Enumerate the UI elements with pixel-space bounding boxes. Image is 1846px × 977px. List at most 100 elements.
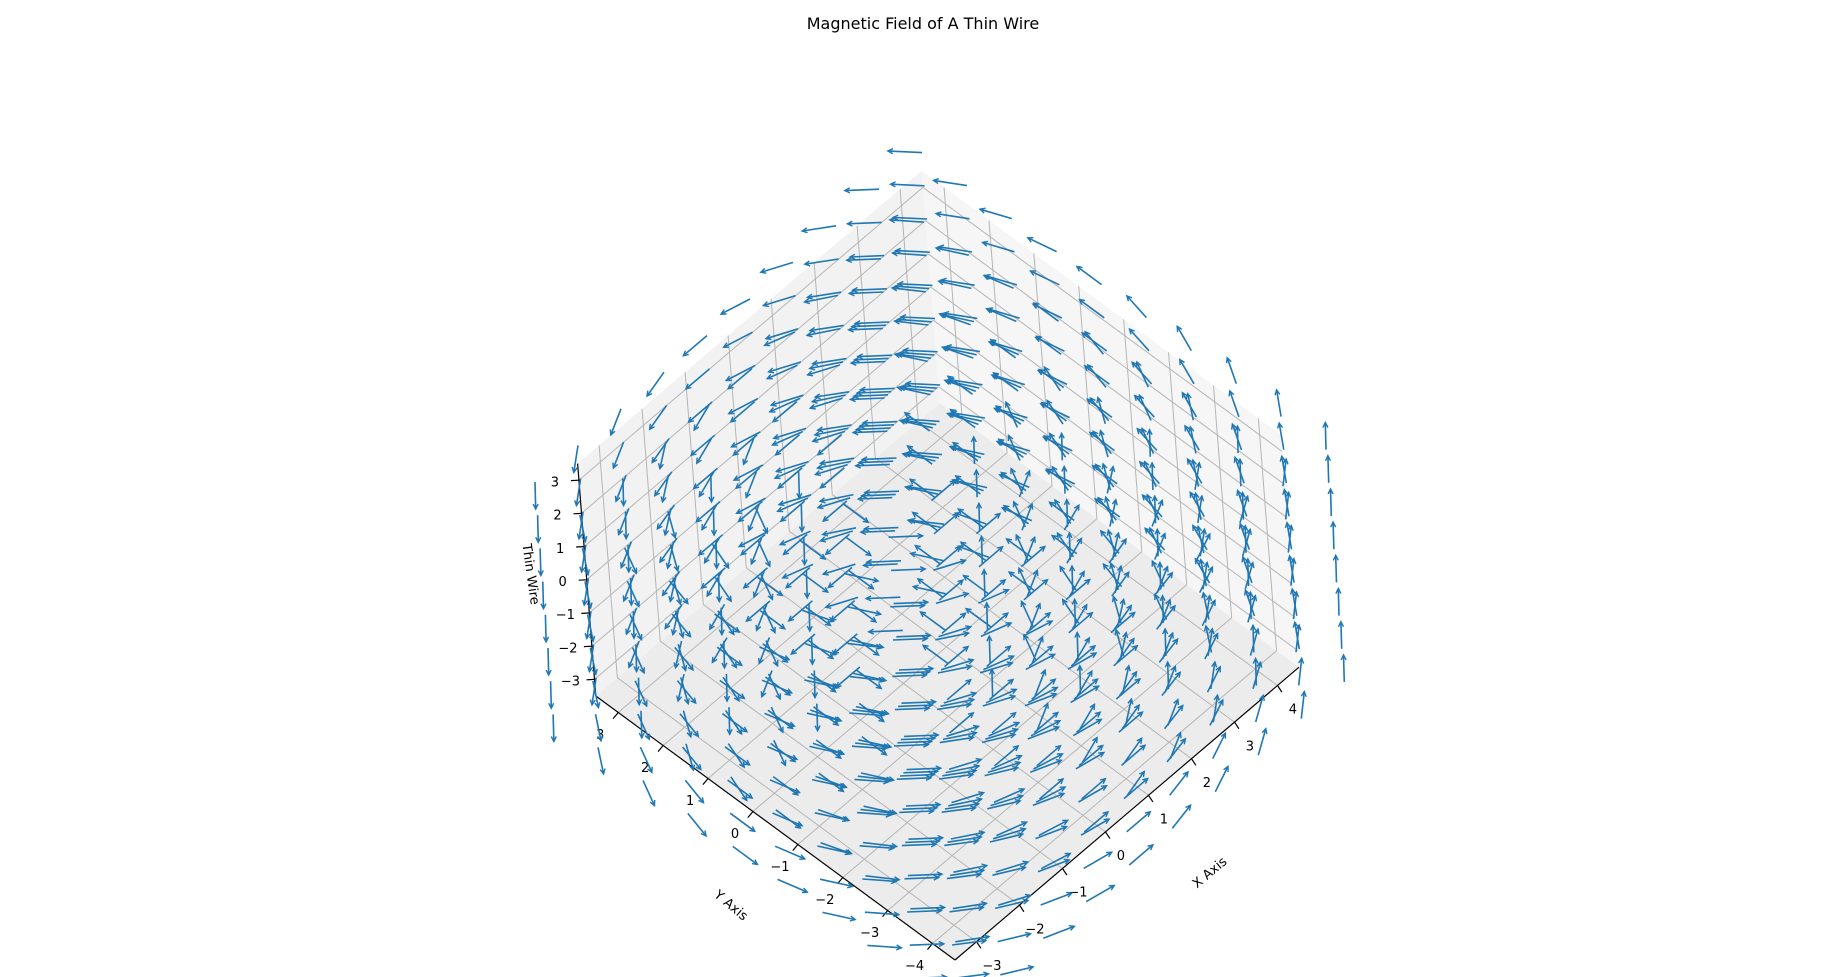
- field-arrow-head: [581, 599, 589, 607]
- field-arrow: [674, 646, 694, 671]
- field-arrow-head: [1122, 631, 1129, 639]
- field-arrow: [1108, 538, 1127, 564]
- field-arrow: [1073, 678, 1099, 700]
- field-arrow: [857, 390, 892, 394]
- field-arrow: [863, 563, 898, 567]
- x-tick-label: 1: [1160, 813, 1168, 828]
- field-arrow: [951, 791, 984, 804]
- field-arrow: [819, 878, 853, 888]
- field-arrow-head: [1159, 594, 1166, 602]
- field-arrow-head: [890, 250, 898, 257]
- field-arrow: [890, 183, 925, 187]
- field-arrow: [672, 607, 680, 635]
- field-arrow-head: [809, 658, 816, 666]
- field-arrow-head: [1012, 744, 1020, 752]
- field-arrow-head: [805, 331, 813, 338]
- field-arrow: [993, 372, 1019, 392]
- field-arrow-head: [1073, 503, 1080, 511]
- field-arrow: [646, 371, 665, 397]
- field-arrow: [1292, 591, 1298, 620]
- field-arrow-head: [1040, 668, 1047, 676]
- field-arrow-head: [1119, 597, 1126, 605]
- field-arrow-head: [1172, 637, 1179, 645]
- field-arrow-head: [1116, 564, 1124, 572]
- field-arrow-head: [719, 309, 727, 315]
- field-arrow: [1116, 638, 1135, 664]
- field-arrow-head: [1022, 860, 1030, 867]
- field-arrow-head: [1330, 520, 1337, 528]
- field-arrow-head: [1138, 393, 1145, 401]
- field-arrow-head: [994, 512, 1002, 519]
- field-arrow-head: [1055, 759, 1063, 765]
- field-arrow-head: [1061, 464, 1068, 472]
- field-arrow-head: [695, 763, 702, 771]
- field-arrow: [1171, 804, 1192, 829]
- grid-line-wall-z: [925, 220, 1285, 486]
- field-arrow-head: [967, 711, 975, 719]
- field-arrow-head: [1149, 461, 1156, 469]
- field-arrow-head: [1225, 356, 1232, 364]
- field-arrow: [937, 665, 972, 674]
- field-arrow-head: [622, 533, 630, 541]
- field-arrow-head: [685, 631, 692, 638]
- field-arrow: [808, 603, 811, 632]
- field-arrow-head: [888, 844, 896, 852]
- field-arrow: [1065, 578, 1091, 601]
- field-arrow: [848, 327, 883, 331]
- field-arrow-head: [965, 678, 972, 686]
- field-arrow-head: [1106, 851, 1114, 858]
- field-arrow-head: [975, 501, 983, 509]
- field-arrow: [1295, 625, 1300, 653]
- field-arrow: [610, 408, 622, 436]
- field-arrow: [988, 678, 1014, 701]
- field-arrow-head: [636, 633, 643, 642]
- field-arrow: [714, 577, 732, 602]
- field-arrow-head: [612, 462, 619, 470]
- field-arrow-head: [911, 584, 919, 591]
- field-arrow-head: [591, 668, 598, 676]
- field-arrow: [1033, 753, 1063, 770]
- field-arrow: [1023, 537, 1036, 564]
- field-arrow-head: [692, 730, 700, 738]
- field-arrow-head: [872, 576, 880, 584]
- field-arrow-head: [695, 516, 702, 523]
- field-arrow: [864, 490, 900, 494]
- field-arrow: [1080, 818, 1110, 836]
- field-arrow-head: [898, 418, 906, 425]
- field-arrow-head: [579, 566, 586, 574]
- field-arrow: [984, 766, 1018, 777]
- field-arrow: [865, 875, 900, 881]
- field-arrow-head: [1030, 535, 1036, 543]
- field-arrow-head: [670, 629, 677, 637]
- field-arrow-head: [1089, 703, 1096, 710]
- field-arrow: [982, 695, 1016, 707]
- field-arrow: [723, 640, 726, 668]
- field-arrow-head: [763, 340, 771, 347]
- field-arrow-head: [641, 700, 648, 708]
- field-arrow: [1278, 422, 1285, 450]
- field-arrow: [910, 552, 944, 562]
- field-arrow: [1036, 745, 1062, 767]
- field-arrow-head: [1238, 522, 1245, 530]
- field-arrow-head: [847, 326, 854, 333]
- field-arrow: [866, 596, 901, 600]
- field-arrow: [1071, 604, 1088, 631]
- field-arrow-head: [1032, 302, 1040, 309]
- field-arrow: [833, 633, 858, 655]
- field-arrow: [770, 394, 804, 406]
- field-arrow: [631, 647, 645, 674]
- field-arrow-head: [978, 207, 986, 214]
- field-arrow-head: [994, 405, 1002, 412]
- field-arrow-head: [764, 334, 772, 341]
- field-arrow-head: [728, 628, 735, 636]
- field-arrow: [858, 496, 893, 500]
- field-arrow-head: [1211, 660, 1218, 668]
- field-arrow-head: [777, 500, 785, 507]
- field-arrow: [907, 909, 942, 913]
- field-arrow-head: [856, 495, 864, 502]
- field-arrow-head: [1024, 893, 1032, 900]
- field-arrow-head: [639, 667, 645, 675]
- field-arrow-head: [765, 373, 773, 380]
- field-arrow: [843, 503, 869, 523]
- field-arrow: [1124, 698, 1133, 726]
